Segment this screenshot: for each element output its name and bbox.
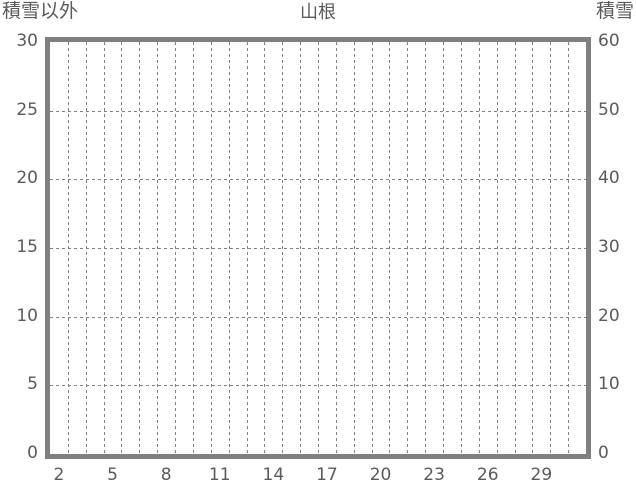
- data-series-layer: [50, 42, 586, 454]
- x-axis-tick-label: 23: [423, 465, 445, 485]
- y2-axis-tick-label: 50: [598, 99, 620, 120]
- x-axis-tick-label: 20: [369, 465, 392, 485]
- y-axis-tick-label: 10: [16, 305, 38, 326]
- y-axis-tick-label: 0: [27, 443, 38, 463]
- y-axis-tick-label: 30: [16, 31, 38, 51]
- y-axis-tick-label: 20: [16, 168, 38, 189]
- x-axis-tick-label: 17: [316, 465, 338, 485]
- x-axis-tick-label: 26: [476, 465, 499, 485]
- right-axis-title: 積雪: [595, 0, 634, 22]
- left-axis-title: 積雪以外: [2, 0, 79, 22]
- y-axis-tick-label: 25: [16, 99, 38, 120]
- x-axis-tick-label: 11: [208, 465, 231, 485]
- x-axis-tick-label: 5: [107, 465, 118, 485]
- x-axis-tick-label: 2: [53, 465, 65, 485]
- plot-area: [45, 37, 591, 459]
- y2-axis-tick-label: 0: [598, 443, 609, 463]
- x-axis-tick-label: 14: [262, 465, 285, 485]
- y-axis-tick-label: 15: [16, 237, 38, 257]
- y-axis-tick-label: 5: [27, 374, 38, 395]
- y2-axis-tick-label: 10: [598, 374, 620, 395]
- grid-lines: [50, 42, 586, 454]
- y2-axis-tick-label: 30: [598, 237, 620, 257]
- x-axis-tick-label: 29: [530, 465, 553, 485]
- plot-inner: [50, 42, 586, 454]
- chart-title: 山根: [300, 2, 336, 23]
- y2-axis-tick-label: 40: [598, 168, 620, 189]
- x-axis-tick-label: 8: [160, 465, 172, 485]
- y2-axis-tick-label: 60: [598, 31, 620, 51]
- y2-axis-tick-label: 20: [598, 305, 620, 326]
